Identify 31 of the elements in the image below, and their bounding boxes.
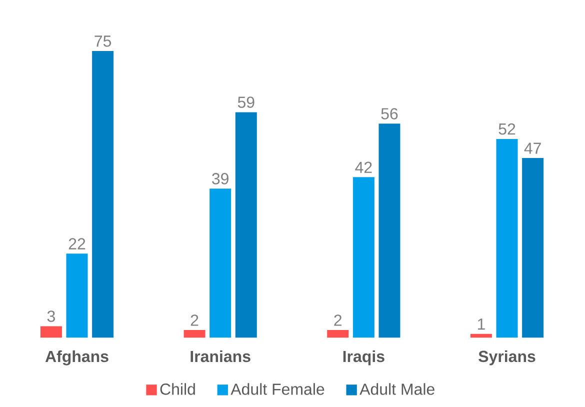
bar: [352, 177, 374, 338]
data-label: 42: [355, 162, 372, 173]
legend-label: Child: [160, 383, 195, 395]
data-label: 3: [47, 310, 55, 322]
bar: [235, 112, 257, 338]
data-label: 59: [238, 96, 254, 108]
data-label: 56: [381, 108, 398, 120]
data-label: 2: [190, 314, 198, 326]
data-label: 22: [68, 238, 86, 250]
bar: [66, 254, 88, 338]
bar: [184, 330, 206, 338]
bar: [327, 330, 349, 338]
bar: [210, 188, 232, 338]
bar: [378, 124, 400, 338]
data-label: 2: [334, 314, 342, 326]
legend-label: Adult Male: [360, 383, 434, 395]
bar: [92, 51, 114, 338]
x-tick-label: Iraqis: [343, 350, 384, 366]
legend-label: Adult Female: [230, 383, 324, 395]
bar: [470, 334, 492, 338]
x-tick-label: Afghans: [45, 350, 108, 366]
bar: [40, 326, 62, 338]
bar: [496, 138, 518, 338]
data-label: 52: [498, 123, 516, 135]
x-tick-label: Syrians: [478, 350, 536, 366]
bar: [522, 158, 544, 338]
data-label: 1: [478, 318, 485, 330]
data-label: 75: [94, 36, 112, 47]
data-label: 47: [524, 142, 541, 154]
data-label: 39: [212, 173, 228, 184]
x-tick-label: Iranians: [190, 350, 250, 362]
